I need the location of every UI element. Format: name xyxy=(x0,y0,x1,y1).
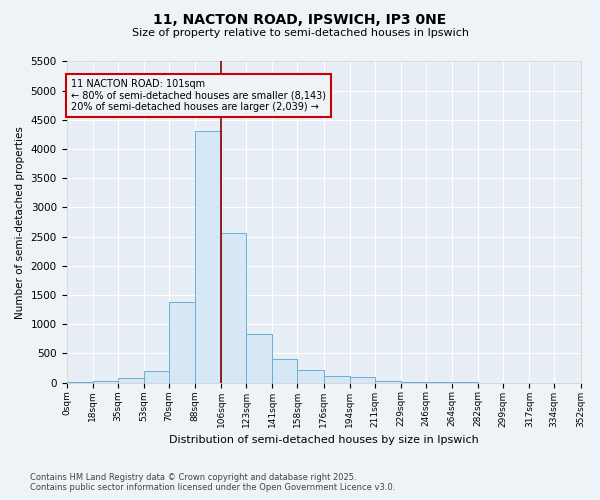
Bar xyxy=(350,377,374,382)
Bar xyxy=(118,378,144,382)
Text: 11, NACTON ROAD, IPSWICH, IP3 0NE: 11, NACTON ROAD, IPSWICH, IP3 0NE xyxy=(154,12,446,26)
X-axis label: Distribution of semi-detached houses by size in Ipswich: Distribution of semi-detached houses by … xyxy=(169,435,478,445)
Y-axis label: Number of semi-detached properties: Number of semi-detached properties xyxy=(15,126,25,318)
Text: Size of property relative to semi-detached houses in Ipswich: Size of property relative to semi-detach… xyxy=(131,28,469,38)
Bar xyxy=(323,376,350,382)
Bar xyxy=(374,380,401,382)
Text: 11 NACTON ROAD: 101sqm
← 80% of semi-detached houses are smaller (8,143)
20% of : 11 NACTON ROAD: 101sqm ← 80% of semi-det… xyxy=(71,79,326,112)
Bar xyxy=(195,131,221,382)
Bar xyxy=(169,302,195,382)
Bar xyxy=(246,334,272,382)
Bar xyxy=(144,371,169,382)
Bar xyxy=(221,233,246,382)
Bar xyxy=(297,370,323,382)
Bar xyxy=(272,360,297,382)
Text: Contains HM Land Registry data © Crown copyright and database right 2025.
Contai: Contains HM Land Registry data © Crown c… xyxy=(30,473,395,492)
